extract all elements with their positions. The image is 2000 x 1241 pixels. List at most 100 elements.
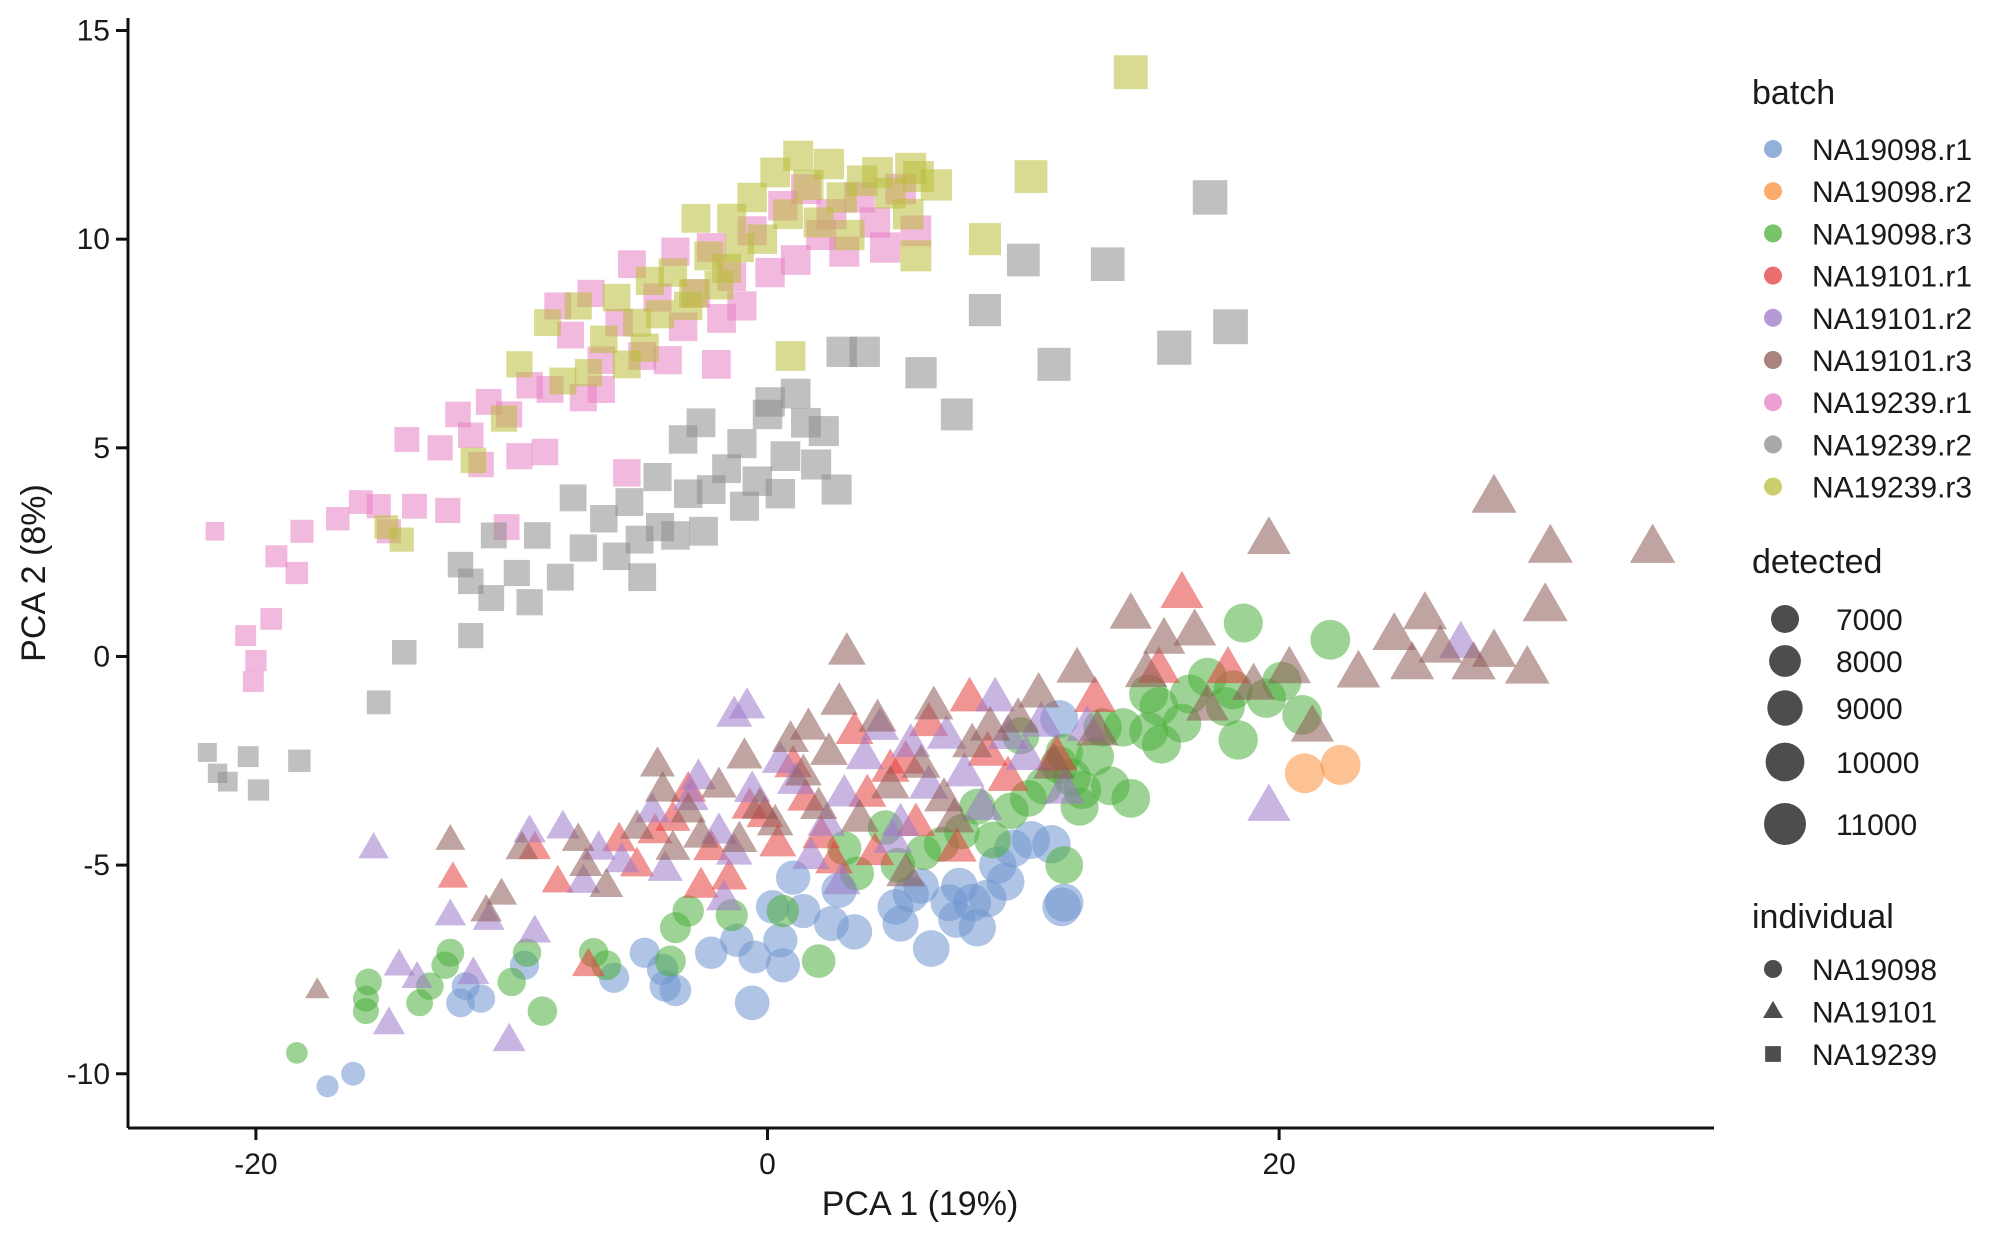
data-point — [807, 803, 846, 836]
data-point — [1005, 734, 1047, 771]
data-point — [288, 749, 311, 772]
data-point — [341, 1061, 366, 1086]
data-point — [389, 527, 414, 552]
legend-batch-label: NA19101.r2 — [1812, 303, 1972, 336]
data-point — [630, 333, 659, 362]
data-point — [721, 820, 758, 852]
legend-batch-label: NA19101.r1 — [1812, 261, 1972, 294]
data-point — [436, 938, 465, 967]
y-ticks: 15 10 5 0 -5 -10 — [67, 15, 128, 1091]
data-point — [755, 387, 785, 417]
x-tick-label: 20 — [1262, 1148, 1295, 1181]
data-point — [729, 491, 760, 521]
data-point — [485, 877, 518, 905]
data-point — [643, 462, 672, 492]
data-point — [1157, 330, 1192, 365]
data-point — [849, 336, 880, 368]
data-point — [1124, 650, 1168, 688]
data-point — [1018, 671, 1060, 708]
legend-shape-key — [1763, 1000, 1783, 1018]
data-point — [590, 504, 618, 533]
data-point — [1471, 628, 1517, 667]
data-point — [516, 589, 543, 616]
data-point — [792, 836, 830, 870]
data-point — [780, 245, 811, 275]
data-point — [761, 740, 799, 773]
data-point — [789, 707, 828, 740]
data-point — [934, 797, 975, 833]
data-point — [683, 866, 719, 898]
data-point — [901, 744, 941, 778]
data-point — [305, 977, 330, 999]
data-point — [1247, 783, 1291, 821]
series-na19239-r3 — [374, 55, 1148, 552]
data-point — [747, 224, 778, 254]
data-point — [881, 802, 920, 837]
legend-individual-title: individual — [1752, 898, 1894, 936]
data-point — [987, 755, 1029, 791]
data-point — [569, 847, 603, 877]
data-point — [936, 826, 977, 862]
data-point — [604, 842, 639, 873]
data-point — [873, 819, 913, 853]
data-point — [808, 416, 839, 447]
data-point — [460, 447, 487, 474]
data-point — [561, 822, 595, 851]
data-point — [858, 698, 897, 732]
data-point — [840, 798, 879, 832]
data-point — [434, 898, 466, 926]
data-point — [505, 830, 539, 860]
data-point — [326, 507, 350, 531]
data-point — [711, 858, 748, 890]
legend-batch-key — [1764, 140, 1782, 158]
legend-batch-key — [1764, 224, 1782, 243]
x-ticks: -20 0 20 — [234, 1128, 1296, 1181]
data-point — [1527, 523, 1573, 563]
data-point — [470, 894, 502, 922]
data-point — [1218, 720, 1258, 760]
data-point — [926, 714, 967, 749]
legend-batch-title: batch — [1752, 74, 1835, 112]
data-point — [466, 984, 496, 1013]
data-point — [581, 830, 616, 860]
data-point — [734, 985, 770, 1021]
data-point — [394, 427, 420, 452]
series-na19101-r2 — [358, 620, 1483, 1052]
data-point — [986, 862, 1025, 901]
data-point — [458, 422, 484, 449]
data-point — [1213, 309, 1248, 345]
y-axis-title: PCA 2 (8%) — [15, 484, 53, 662]
data-point — [644, 771, 681, 802]
data-point — [518, 914, 551, 943]
data-point — [559, 484, 587, 512]
data-point — [1033, 742, 1075, 779]
legend-size-key — [1764, 803, 1806, 845]
data-point — [949, 676, 990, 712]
data-point — [756, 803, 794, 836]
data-point — [235, 625, 257, 647]
data-point — [503, 559, 530, 587]
data-point — [958, 908, 997, 947]
data-point — [1284, 753, 1325, 794]
legend-batch-key — [1764, 266, 1782, 285]
data-point — [780, 378, 811, 409]
data-point — [217, 771, 238, 792]
data-point — [392, 640, 417, 665]
data-point — [628, 563, 657, 592]
data-point — [435, 497, 461, 523]
data-point — [619, 809, 655, 839]
data-point — [882, 905, 919, 942]
legend-batch-label: NA19098.r1 — [1812, 134, 1972, 167]
data-point — [571, 947, 605, 977]
data-point — [1451, 641, 1496, 680]
data-point — [480, 522, 507, 549]
data-point — [265, 545, 288, 568]
legend-batch-label: NA19239.r3 — [1812, 472, 1972, 505]
data-point — [566, 863, 601, 893]
data-point — [759, 824, 797, 857]
data-point — [549, 367, 577, 395]
data-point — [944, 752, 985, 787]
data-point — [997, 697, 1039, 733]
legend-individual-label: NA19101 — [1812, 997, 1937, 1030]
